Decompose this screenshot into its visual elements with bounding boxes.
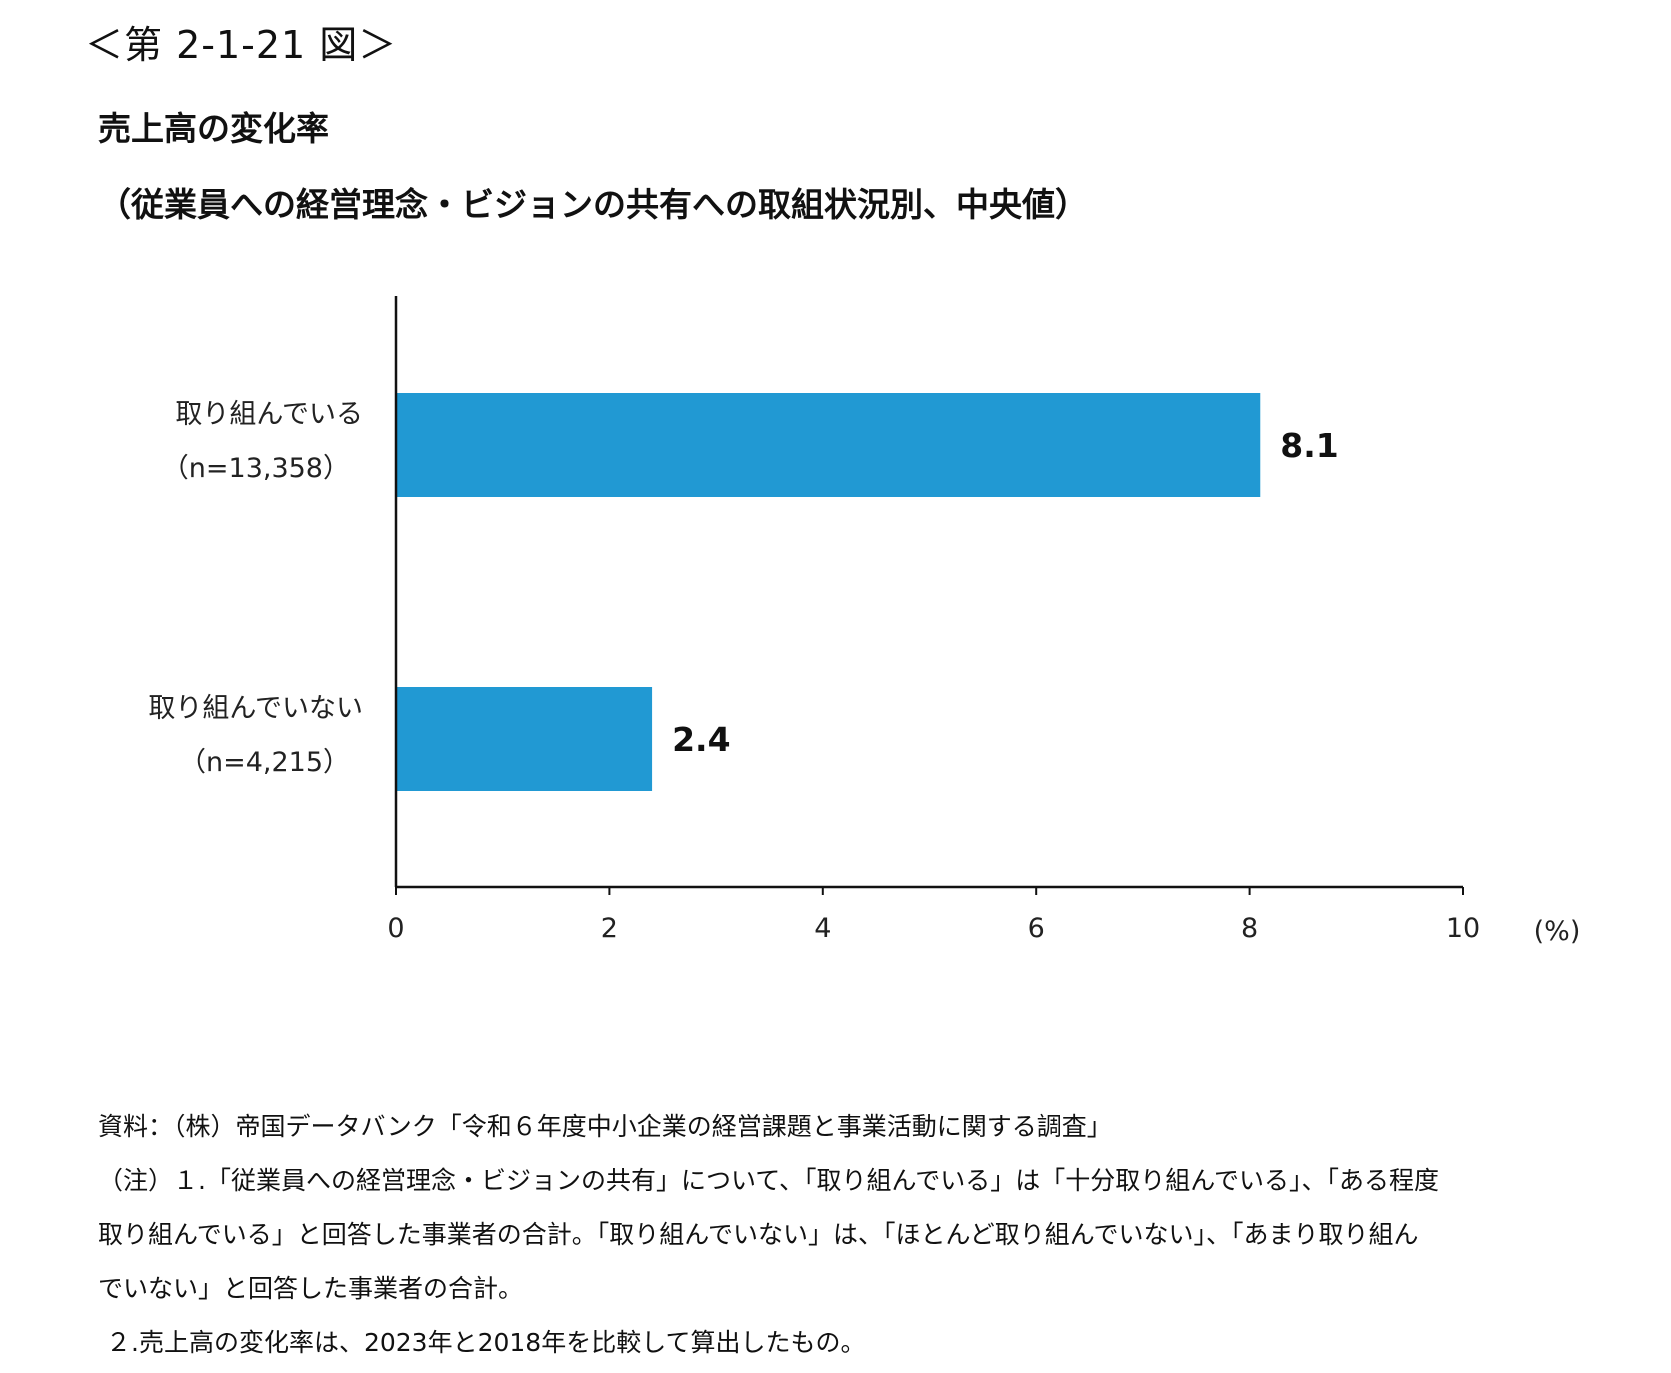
category-label-0: 取り組んでいる	[175, 399, 363, 430]
notes-section: 資料：（株）帝国データバンク「令和６年度中小企業の経営課題と事業活動に関する調査…	[98, 1100, 1648, 1370]
source-note: 資料：（株）帝国データバンク「令和６年度中小企業の経営課題と事業活動に関する調査…	[98, 1112, 1112, 1141]
figure-number: ＜第 2-1-21 図＞	[85, 23, 398, 67]
data-label-0: 8.1	[1280, 426, 1338, 465]
x-tick-label-5: 10	[1446, 913, 1480, 944]
x-tick-label-2: 4	[814, 913, 831, 944]
note-1-line-1: （注）１.「従業員への経営理念・ビジョンの共有」について、「取り組んでいる」は「…	[98, 1166, 1439, 1195]
note-2: ２.売上高の変化率は、2023年と2018年を比較して算出したもの。	[106, 1328, 866, 1357]
bar-chart: 8.1 取り組んでいる （n=13,358） 2.4 取り組んでいない （n=4,215）…	[148, 296, 1581, 947]
category-label-1: 取り組んでいない	[148, 693, 363, 724]
bar-0	[396, 393, 1261, 497]
note-1-line-3: でいない」と回答した事業者の合計。	[98, 1274, 524, 1303]
chart-title: 売上高の変化率	[98, 109, 329, 148]
category-sublabel-1: （n=4,215）	[179, 747, 350, 778]
x-tick-label-0: 0	[387, 913, 404, 944]
data-label-1: 2.4	[672, 720, 730, 759]
x-tick-label-1: 2	[601, 913, 618, 944]
category-sublabel-0: （n=13,358）	[162, 453, 350, 484]
note-1-line-2: 取り組んでいる」と回答した事業者の合計。「取り組んでいない」は、「ほとんど取り組…	[98, 1220, 1419, 1249]
x-tick-label-3: 6	[1028, 913, 1045, 944]
x-unit-label: (%)	[1534, 916, 1581, 947]
x-tick-label-4: 8	[1241, 913, 1258, 944]
bar-1	[396, 687, 653, 791]
chart-subtitle: （従業員への経営理念・ビジョンの共有への取組状況別、中央値）	[98, 185, 1088, 224]
